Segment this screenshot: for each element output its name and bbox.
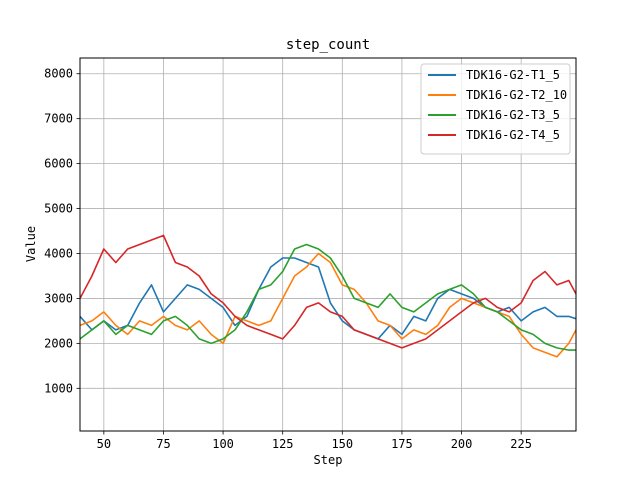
legend-label: TDK16-G2-T1_5 (466, 68, 560, 82)
x-axis-title: Step (314, 453, 343, 467)
y-tick-label: 2000 (44, 336, 73, 350)
x-tick-label: 200 (451, 437, 473, 451)
legend-box (420, 63, 571, 155)
y-tick-label: 4000 (44, 246, 73, 260)
tick-group: 50 75 100 125 150 175 200 225 1000 2000 3000 4000 50… (44, 67, 532, 451)
series-line-4 (80, 234, 576, 349)
y-tick-label: 8000 (44, 67, 73, 81)
plot-frame (79, 57, 577, 432)
x-tick-label: 225 (510, 437, 532, 451)
legend-label: TDK16-G2-T2_10 (466, 88, 567, 102)
y-tick-label: 7000 (44, 112, 73, 126)
y-tick-label: 5000 (44, 202, 73, 216)
series-group (80, 234, 576, 358)
x-tick-label: 175 (391, 437, 413, 451)
legend: TDK16-G2-T1_5 TDK16-G2-T2_10 TDK16-G2-T3_5… (420, 63, 571, 155)
y-tick-label: 3000 (44, 291, 73, 305)
y-axis-title: Value (24, 226, 38, 262)
legend-label: TDK16-G2-T4_5 (466, 128, 560, 142)
x-tick-label: 100 (212, 437, 234, 451)
chart-title: step_count (286, 37, 370, 53)
x-tick-label: 50 (97, 437, 111, 451)
y-tick-label: 6000 (44, 157, 73, 171)
series-line-3 (80, 243, 576, 351)
legend-label: TDK16-G2-T3_5 (466, 108, 560, 122)
x-tick-label: 75 (156, 437, 170, 451)
y-tick-label: 1000 (44, 381, 73, 395)
x-tick-label: 125 (272, 437, 294, 451)
x-tick-label: 150 (331, 437, 353, 451)
